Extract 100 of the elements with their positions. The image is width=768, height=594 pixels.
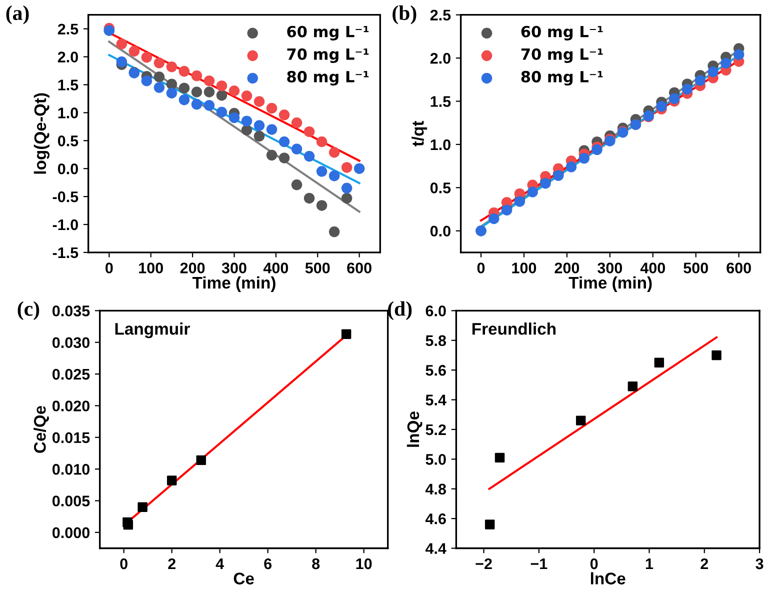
point [141,52,152,63]
y-tick-label: 0.5 [58,136,78,146]
point [291,144,302,154]
y-tick-label: 4.8 [425,484,446,495]
point [278,136,290,148]
point [278,152,290,164]
point [304,150,315,162]
y-tick-label: 0.005 [52,496,90,506]
point [241,124,252,136]
legend-label: 60 mg L⁻¹ [521,26,603,40]
point [216,106,228,118]
y-axis-title: Ce/Qe [34,406,49,453]
point [712,350,722,360]
point [178,82,190,94]
point [141,75,152,86]
x-tick-label: 200 [180,262,205,274]
y-tick-label: 0.010 [52,464,90,475]
point [656,101,667,112]
point [254,96,265,107]
x-tick-label: 100 [512,262,536,274]
point [592,144,602,156]
text: (c) [18,301,40,320]
y-tick-label: 5.4 [426,394,446,406]
legend-label: 70 mg L⁻¹ [521,48,603,63]
x-tick-label: −1 [530,558,548,570]
x-tick-label: 2 [168,558,176,570]
point [484,520,495,530]
x-axis-title: Ce [234,572,254,584]
y-tick-label: 1.5 [430,96,451,107]
text: (a) [6,5,29,24]
point [191,86,202,98]
y-tick-label: 6.0 [426,306,446,316]
point [128,46,140,57]
x-tick-label: 500 [305,262,330,274]
point [328,170,340,182]
point [266,124,278,135]
y-tick-label: 0.035 [52,306,90,316]
point [304,126,315,138]
x-tick-label: 3 [756,558,764,570]
point [668,93,680,104]
x-tick-label: 0 [590,558,598,570]
point [241,90,252,102]
x-tick-label: 600 [347,262,372,274]
point [316,166,328,177]
text: (d) [388,301,412,320]
y-tick-label: 1.0 [58,108,78,118]
y-tick-label: 4.4 [425,543,446,554]
annotation: Langmuir [115,322,190,338]
point [138,502,148,512]
x-tick-label: 200 [554,262,580,274]
point [682,84,693,95]
y-tick-label: -0.5 [52,191,78,202]
point [166,88,178,98]
x-tick-label: 8 [312,558,320,570]
y-tick-label: 0.025 [52,368,90,380]
x-axis-title: lnCe [590,572,626,584]
point [166,476,177,486]
y-axis-title: lnQe [406,412,422,447]
point [566,162,577,172]
y-tick-label: 2.5 [430,10,451,21]
point [576,416,586,426]
text: (b) [392,5,416,24]
point [328,226,340,238]
x-tick-label: 500 [684,262,708,274]
point [166,61,178,72]
y-axis-title: log(Qe-Qt) [34,93,50,174]
y-tick-label: 0.0 [430,226,450,237]
y-tick-label: -1.5 [52,247,78,258]
y-tick-label: 5.8 [426,335,446,346]
point [228,86,240,96]
point [341,329,352,339]
point [291,117,302,128]
point [154,82,165,93]
point [694,75,706,86]
point [228,112,240,124]
x-tick-label: 0 [477,262,485,274]
y-tick-label: 0.015 [52,432,90,444]
point [191,70,202,82]
point [204,75,215,86]
point [166,78,178,90]
y-tick-label: 5.0 [426,454,446,465]
legend-label: 80 mg L⁻¹ [521,70,603,86]
y-tick-label: 4.6 [425,513,446,524]
point [204,86,215,98]
point [216,90,228,101]
x-tick-label: 2 [700,558,708,570]
point [116,38,128,50]
y-tick-label: 0.030 [52,337,90,348]
point [316,200,328,211]
legend-label: 80 mg L⁻¹ [287,70,369,86]
point [254,130,265,142]
y-tick-label: 5.6 [426,364,446,376]
y-tick-label: 0.000 [52,527,90,538]
point [216,80,228,92]
x-tick-label: 6 [264,558,272,570]
y-tick-label: 0.020 [52,400,90,412]
point [494,452,505,463]
annotation: Freundlich [472,322,556,335]
point [154,58,165,68]
x-tick-label: 10 [356,558,372,570]
